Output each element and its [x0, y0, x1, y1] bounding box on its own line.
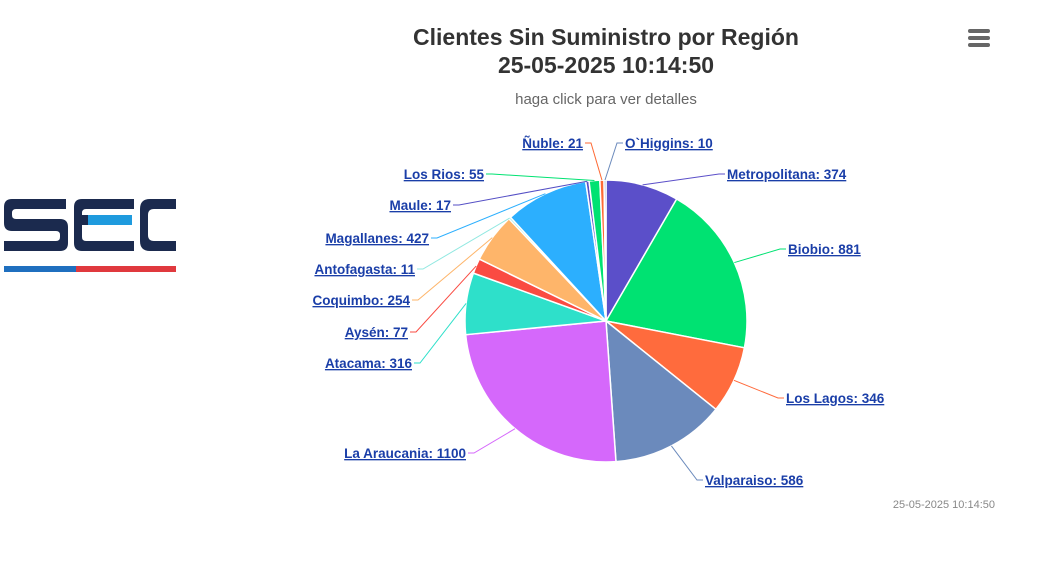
label-los-rios[interactable]: Los Rios: 55: [404, 167, 485, 182]
label-valparaiso[interactable]: Valparaiso: 586: [705, 473, 804, 488]
label-aysen[interactable]: Aysén: 77: [345, 325, 408, 340]
label-magallanes[interactable]: Magallanes: 427: [325, 231, 429, 246]
label-antofagasta[interactable]: Antofagasta: 11: [314, 262, 415, 277]
slice-valparaiso[interactable]: [605, 319, 717, 463]
connector-la-araucania: [468, 428, 516, 454]
sec-logo-mark: [4, 199, 176, 272]
connector-biobio: [734, 248, 786, 264]
label-metropolitana[interactable]: Metropolitana: 374: [727, 167, 847, 182]
label-coquimbo[interactable]: Coquimbo: 254: [312, 293, 410, 308]
label-nuble[interactable]: Ñuble: 21: [522, 136, 583, 151]
label-los-lagos[interactable]: Los Lagos: 346: [786, 391, 885, 406]
connector-aysen: [410, 265, 477, 333]
chart-title: Clientes Sin Suministro por Región: [413, 24, 799, 50]
connector-maule: [453, 180, 588, 206]
connector-atacama: [414, 303, 467, 364]
chart-title-datetime: 25-05-2025 10:14:50: [498, 52, 714, 78]
chart-menu-button[interactable]: [962, 26, 996, 52]
connector-coquimbo: [412, 237, 493, 301]
pie-labels: Metropolitana: 374 Biobio: 881 Los Lagos: …: [312, 136, 884, 488]
chart-timestamp: 25-05-2025 10:14:50: [893, 499, 995, 511]
connector-o-higgins: [604, 142, 623, 181]
connector-los-rios: [486, 173, 595, 181]
slice-la-araucania[interactable]: [464, 320, 617, 463]
slice-o-higgins[interactable]: [603, 179, 607, 322]
chart-subtitle: haga click para ver detalles: [515, 91, 697, 108]
connector-antofagasta: [417, 217, 510, 270]
label-maule[interactable]: Maule: 17: [389, 198, 451, 213]
label-atacama[interactable]: Atacama: 316: [325, 356, 413, 371]
pie-slices: [464, 179, 748, 463]
connector-metropolitana: [642, 173, 725, 186]
connector-los-lagos: [733, 379, 784, 399]
label-o-higgins[interactable]: O`Higgins: 10: [625, 136, 713, 151]
connector-nuble: [585, 142, 603, 181]
connector-magallanes: [431, 193, 546, 239]
label-biobio[interactable]: Biobio: 881: [788, 242, 861, 257]
label-la-araucania[interactable]: La Araucania: 1100: [344, 446, 466, 461]
hamburger-menu-icon: [962, 29, 996, 47]
connector-valparaiso: [671, 445, 703, 481]
sec-logo: [2, 196, 178, 281]
